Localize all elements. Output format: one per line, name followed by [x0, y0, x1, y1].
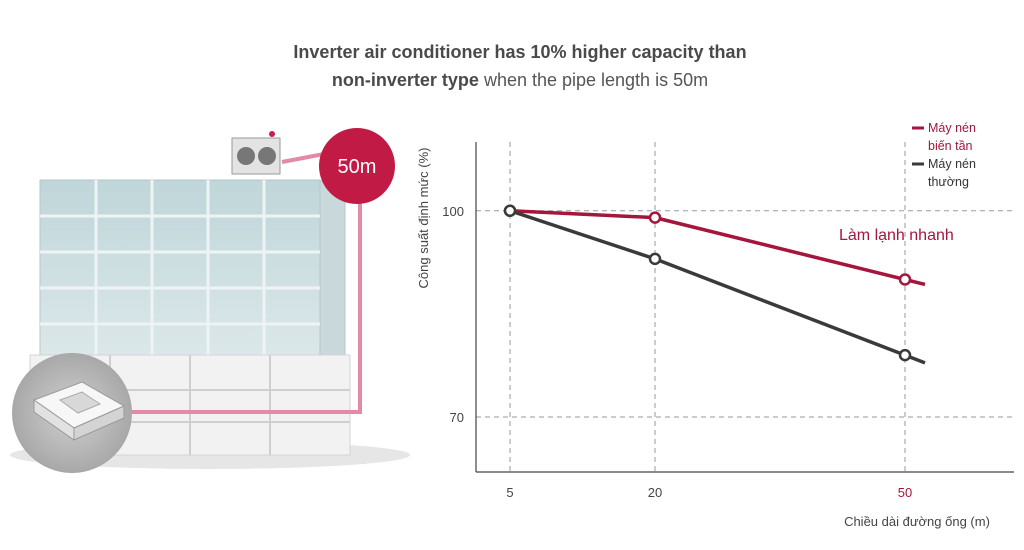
- indoor-unit-inset: [12, 353, 132, 473]
- building-illustration: 50m: [10, 128, 410, 473]
- chart-series: [503, 204, 926, 365]
- data-point: [648, 211, 662, 224]
- data-point: [898, 348, 912, 362]
- x-tick-label: 5: [506, 485, 513, 500]
- x-tick-label: 50: [898, 485, 912, 500]
- annotation-fast-cooling: Làm lạnh nhanh: [839, 227, 954, 244]
- chart-legend: Máy nén biến tần Máy nén thường: [912, 121, 976, 189]
- y-axis-label: Công suất định mức (%): [416, 148, 431, 289]
- y-tick-label: 100: [442, 204, 464, 219]
- pipe-length-badge: 50m: [319, 128, 395, 204]
- data-point: [648, 252, 662, 266]
- headline-rest: when the pipe length is 50m: [478, 70, 709, 90]
- legend-label: Máy nén: [928, 121, 976, 135]
- headline-line-2: non-inverter type when the pipe length i…: [0, 66, 1024, 94]
- chart-axes: [475, 142, 1014, 473]
- badge-label: 50m: [338, 156, 377, 178]
- outdoor-unit: [231, 131, 281, 175]
- headline: Inverter air conditioner has 10% higher …: [0, 38, 1024, 94]
- glass-tower: [39, 178, 346, 361]
- legend-label: thường: [928, 175, 969, 189]
- chart-grid: [476, 142, 1014, 472]
- series-line-inverter: [509, 209, 926, 287]
- headline-bold: non-inverter type: [331, 70, 479, 90]
- chart-ticks: 5 20 50 100 70: [442, 204, 912, 500]
- legend-label: biến tần: [928, 139, 973, 153]
- x-tick-label: 20: [648, 485, 662, 500]
- series-line-non-inverter: [509, 209, 926, 365]
- y-tick-label: 70: [450, 410, 464, 425]
- legend-label: Máy nén: [928, 157, 976, 171]
- data-point: [898, 273, 912, 286]
- headline-line-1: Inverter air conditioner has 10% higher …: [293, 42, 747, 62]
- data-point: [503, 204, 517, 217]
- x-axis-label: Chiều dài đường ống (m): [844, 514, 990, 529]
